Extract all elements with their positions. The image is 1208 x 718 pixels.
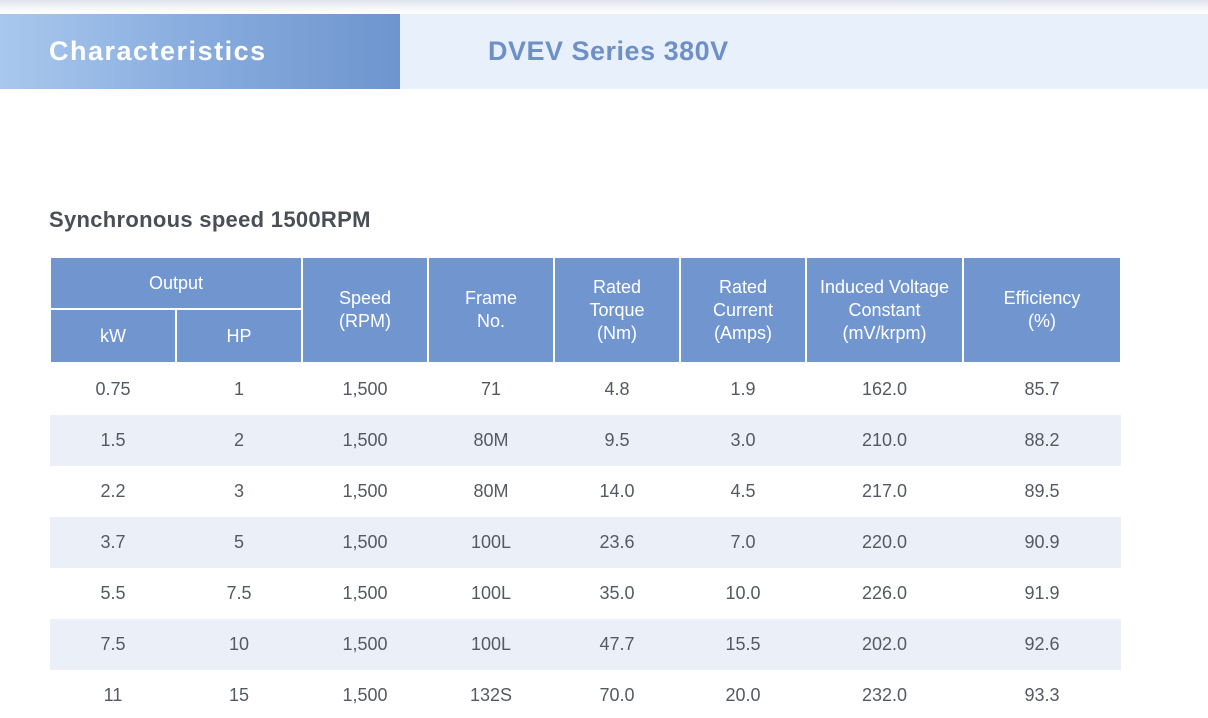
header-speed-line1: Speed: [338, 288, 392, 308]
cell-kw: 1.5: [50, 415, 176, 466]
cell-current: 3.0: [680, 415, 807, 466]
header-kw: kW: [49, 308, 177, 364]
top-shadow: [0, 0, 1208, 14]
cell-torque: 35.0: [554, 568, 681, 619]
table-row: 11 15 1,500 132S 70.0 20.0 232.0 93.3: [50, 670, 1122, 718]
series-title: DVEV Series 380V: [488, 36, 729, 66]
cell-torque: 23.6: [554, 517, 681, 568]
cell-current: 10.0: [680, 568, 807, 619]
header-voltage-line3: (mV/krpm): [842, 322, 927, 343]
header-output: Output: [48, 256, 304, 310]
cell-speed: 1,500: [302, 415, 429, 466]
cell-efficiency: 91.9: [963, 568, 1122, 619]
cell-voltage-constant: 232.0: [806, 670, 964, 718]
cell-current: 4.5: [680, 466, 807, 517]
header-voltage-line1: Induced Voltage: [819, 276, 950, 297]
cell-kw: 2.2: [50, 466, 176, 517]
cell-frame: 100L: [428, 517, 555, 568]
header-current-line1: Rated: [718, 276, 768, 297]
cell-torque: 70.0: [554, 670, 681, 718]
cell-efficiency: 85.7: [963, 363, 1122, 415]
cell-speed: 1,500: [302, 619, 429, 670]
cell-torque: 47.7: [554, 619, 681, 670]
cell-speed: 1,500: [302, 568, 429, 619]
header-frame: Frame No.: [427, 256, 556, 364]
header-torque-line3: (Nm): [597, 322, 637, 343]
cell-hp: 5: [176, 517, 303, 568]
cell-voltage-constant: 220.0: [806, 517, 964, 568]
cell-voltage-constant: 210.0: [806, 415, 964, 466]
table-row: 7.5 10 1,500 100L 47.7 15.5 202.0 92.6: [50, 619, 1122, 670]
cell-frame: 100L: [428, 619, 555, 670]
table-row: 2.2 3 1,500 80M 14.0 4.5 217.0 89.5: [50, 466, 1122, 517]
cell-torque: 4.8: [554, 363, 681, 415]
cell-speed: 1,500: [302, 670, 429, 718]
cell-hp: 1: [176, 363, 303, 415]
cell-hp: 7.5: [176, 568, 303, 619]
cell-torque: 14.0: [554, 466, 681, 517]
characteristics-table: Output Speed (RPM) Frame No. Rated Torqu…: [48, 256, 1123, 718]
header-torque: Rated Torque (Nm): [553, 256, 682, 364]
cell-hp: 2: [176, 415, 303, 466]
cell-frame: 132S: [428, 670, 555, 718]
header-current: Rated Current (Amps): [679, 256, 808, 364]
header-efficiency-line2: (%): [1028, 311, 1057, 331]
header-current-line2: Current: [713, 299, 774, 320]
header-hp: HP: [174, 308, 304, 364]
header-efficiency-line1: Efficiency: [1003, 288, 1081, 308]
header-voltage-constant: Induced Voltage Constant (mV/krpm): [805, 256, 965, 364]
cell-speed: 1,500: [302, 363, 429, 415]
cell-voltage-constant: 217.0: [806, 466, 964, 517]
header-torque-line2: Torque: [589, 299, 645, 320]
table-row: 1.5 2 1,500 80M 9.5 3.0 210.0 88.2: [50, 415, 1122, 466]
characteristics-tab-label: Characteristics: [49, 36, 267, 66]
header-current-line3: (Amps): [714, 322, 773, 343]
header-speed-line2: (RPM): [339, 311, 392, 331]
cell-current: 1.9: [680, 363, 807, 415]
cell-hp: 15: [176, 670, 303, 718]
cell-voltage-constant: 162.0: [806, 363, 964, 415]
cell-speed: 1,500: [302, 517, 429, 568]
cell-kw: 3.7: [50, 517, 176, 568]
section-title: Synchronous speed 1500RPM: [49, 207, 371, 232]
header-voltage-line2: Constant: [848, 299, 921, 320]
cell-frame: 100L: [428, 568, 555, 619]
header-frame-line2: No.: [477, 311, 506, 331]
cell-kw: 11: [50, 670, 176, 718]
cell-kw: 5.5: [50, 568, 176, 619]
cell-speed: 1,500: [302, 466, 429, 517]
cell-current: 7.0: [680, 517, 807, 568]
header-speed: Speed (RPM): [301, 256, 430, 364]
cell-voltage-constant: 226.0: [806, 568, 964, 619]
cell-current: 15.5: [680, 619, 807, 670]
table-subheader-row: kW HP: [49, 308, 1121, 364]
table-row: 0.75 1 1,500 71 4.8 1.9 162.0 85.7: [50, 363, 1122, 415]
cell-efficiency: 89.5: [963, 466, 1122, 517]
cell-current: 20.0: [680, 670, 807, 718]
header-frame-line1: Frame: [465, 288, 518, 308]
table-row: 5.5 7.5 1,500 100L 35.0 10.0 226.0 91.9: [50, 568, 1122, 619]
header-bar: Characteristics DVEV Series 380V: [0, 14, 1208, 89]
characteristics-tab[interactable]: Characteristics: [0, 14, 400, 89]
header-efficiency: Efficiency (%): [962, 256, 1123, 364]
cell-efficiency: 88.2: [963, 415, 1122, 466]
cell-efficiency: 93.3: [963, 670, 1122, 718]
cell-hp: 3: [176, 466, 303, 517]
table-header-row: Output Speed (RPM) Frame No. Rated Torqu…: [48, 256, 1123, 364]
table-row: 3.7 5 1,500 100L 23.6 7.0 220.0 90.9: [50, 517, 1122, 568]
cell-kw: 7.5: [50, 619, 176, 670]
cell-voltage-constant: 202.0: [806, 619, 964, 670]
header-torque-line1: Rated: [592, 276, 642, 297]
cell-frame: 80M: [428, 466, 555, 517]
cell-frame: 71: [428, 363, 555, 415]
cell-frame: 80M: [428, 415, 555, 466]
cell-torque: 9.5: [554, 415, 681, 466]
cell-hp: 10: [176, 619, 303, 670]
cell-efficiency: 92.6: [963, 619, 1122, 670]
cell-efficiency: 90.9: [963, 517, 1122, 568]
cell-kw: 0.75: [50, 363, 176, 415]
